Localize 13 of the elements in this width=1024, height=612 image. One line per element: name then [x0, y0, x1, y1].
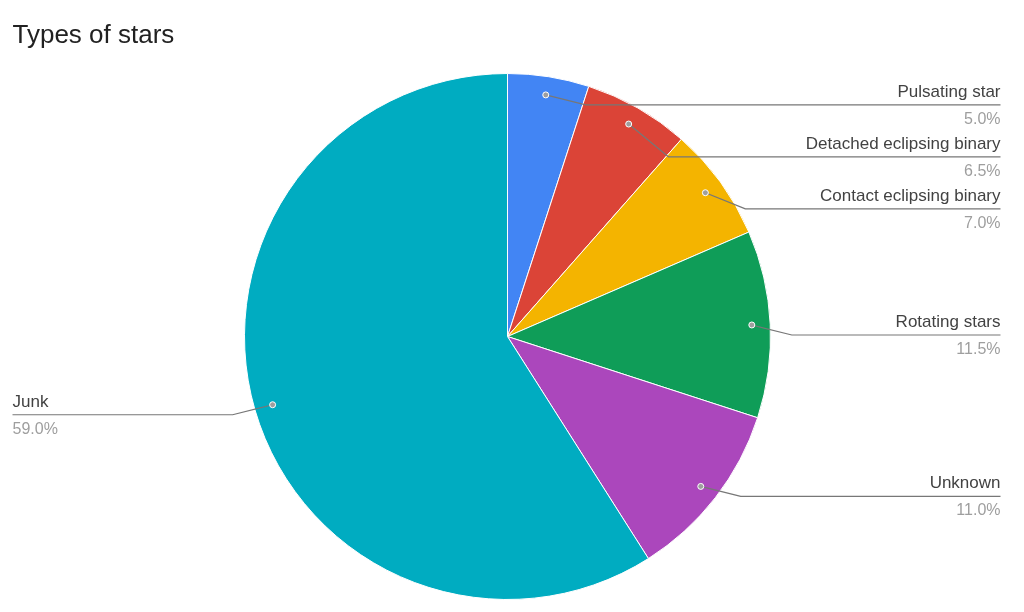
- data-label: 11.5%: [956, 339, 1001, 357]
- data-label: 5.0%: [964, 109, 1001, 127]
- slice-label: Unknown: [929, 473, 1001, 493]
- chart-title: Types of stars: [12, 18, 175, 49]
- slice-label: Junk: [12, 391, 49, 411]
- slice-label: Rotating stars: [895, 311, 1001, 331]
- data-label: 6.5%: [964, 161, 1001, 179]
- data-label: 7.0%: [964, 213, 1001, 231]
- slice-label: Contact eclipsing binary: [820, 185, 1001, 205]
- slice-label: Detached eclipsing binary: [805, 133, 1001, 153]
- data-label: 59.0%: [12, 419, 58, 437]
- data-label: 11.0%: [956, 501, 1001, 519]
- slice-label: Pulsating star: [897, 81, 1001, 101]
